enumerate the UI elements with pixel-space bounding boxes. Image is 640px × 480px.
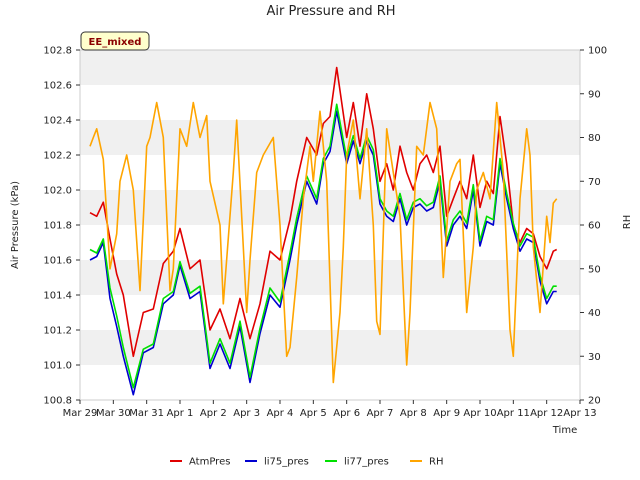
y-right-tick-label: 90 xyxy=(588,89,601,100)
y-left-tick-label: 101.6 xyxy=(43,256,72,267)
y-left-tick-label: 102.2 xyxy=(43,151,72,162)
badge-box xyxy=(80,31,150,51)
y-axis-right-title: RH xyxy=(622,215,633,229)
legend-label-atmpres: AtmPres xyxy=(189,457,230,468)
badge: EE_mixed xyxy=(80,31,150,51)
y-left-tick-label: 100.8 xyxy=(43,396,72,407)
y-right-tick-label: 40 xyxy=(588,308,601,319)
y-axis-left: 100.8 101.0 101.2 101.4 101.6 101.8 102.0 102.2… xyxy=(43,46,80,407)
y-left-tick-label: 102.4 xyxy=(43,116,72,127)
legend-label-li77-pres: li77_pres xyxy=(344,457,389,468)
x-tick-label: Apr 4 xyxy=(267,408,294,419)
x-tick-label: Apr 2 xyxy=(200,408,227,419)
y-right-tick-label: 70 xyxy=(588,177,601,188)
y-axis-left-title: Air Pressure (kPa) xyxy=(10,181,21,269)
x-tick-label: Mar 30 xyxy=(96,408,131,419)
chart-title: Air Pressure and RH xyxy=(266,4,395,19)
y-right-tick-label: 30 xyxy=(588,352,601,363)
x-tick-label: Apr 11 xyxy=(497,408,530,419)
badge-label: EE_mixed xyxy=(89,37,142,48)
y-axis-right: 20 30 40 50 60 70 80 90 100 xyxy=(580,46,607,407)
x-tick-label: Apr 6 xyxy=(333,408,360,419)
x-axis-title: Time xyxy=(552,425,577,436)
y-right-tick-label: 100 xyxy=(588,46,607,57)
y-right-tick-label: 20 xyxy=(588,396,601,407)
series-line-li77-pres xyxy=(89,103,557,389)
x-tick-label: Apr 7 xyxy=(367,408,394,419)
y-left-tick-label: 101.0 xyxy=(43,361,72,372)
grid-band xyxy=(80,50,580,85)
series-line-rh xyxy=(89,101,558,384)
x-tick-label: Mar 31 xyxy=(129,408,164,419)
x-tick-label: Apr 9 xyxy=(433,408,460,419)
x-tick-label: Apr 1 xyxy=(167,408,194,419)
grid-band xyxy=(80,330,580,365)
legend-label-li75-pres: li75_pres xyxy=(264,457,309,468)
x-tick-label: Mar 29 xyxy=(63,408,98,419)
y-left-tick-label: 102.8 xyxy=(43,46,72,57)
legend: AtmPres li75_pres li77_pres RH xyxy=(170,457,443,468)
x-tick-label: Apr 3 xyxy=(233,408,260,419)
y-right-tick-label: 80 xyxy=(588,133,601,144)
y-left-tick-label: 101.2 xyxy=(43,326,72,337)
y-left-tick-label: 102.0 xyxy=(43,186,72,197)
y-left-tick-label: 101.8 xyxy=(43,221,72,232)
y-right-tick-label: 60 xyxy=(588,221,601,232)
y-left-tick-label: 102.6 xyxy=(43,81,72,92)
y-right-tick-label: 50 xyxy=(588,264,601,275)
legend-label-rh: RH xyxy=(429,457,443,468)
x-tick-label: Apr 13 xyxy=(563,408,596,419)
x-tick-label: Apr 8 xyxy=(400,408,427,419)
y-left-tick-label: 101.4 xyxy=(43,291,72,302)
plot-area xyxy=(89,66,558,396)
x-tick-label: Apr 5 xyxy=(300,408,327,419)
x-tick-label: Apr 10 xyxy=(463,408,496,419)
x-tick-label: Apr 12 xyxy=(530,408,563,419)
